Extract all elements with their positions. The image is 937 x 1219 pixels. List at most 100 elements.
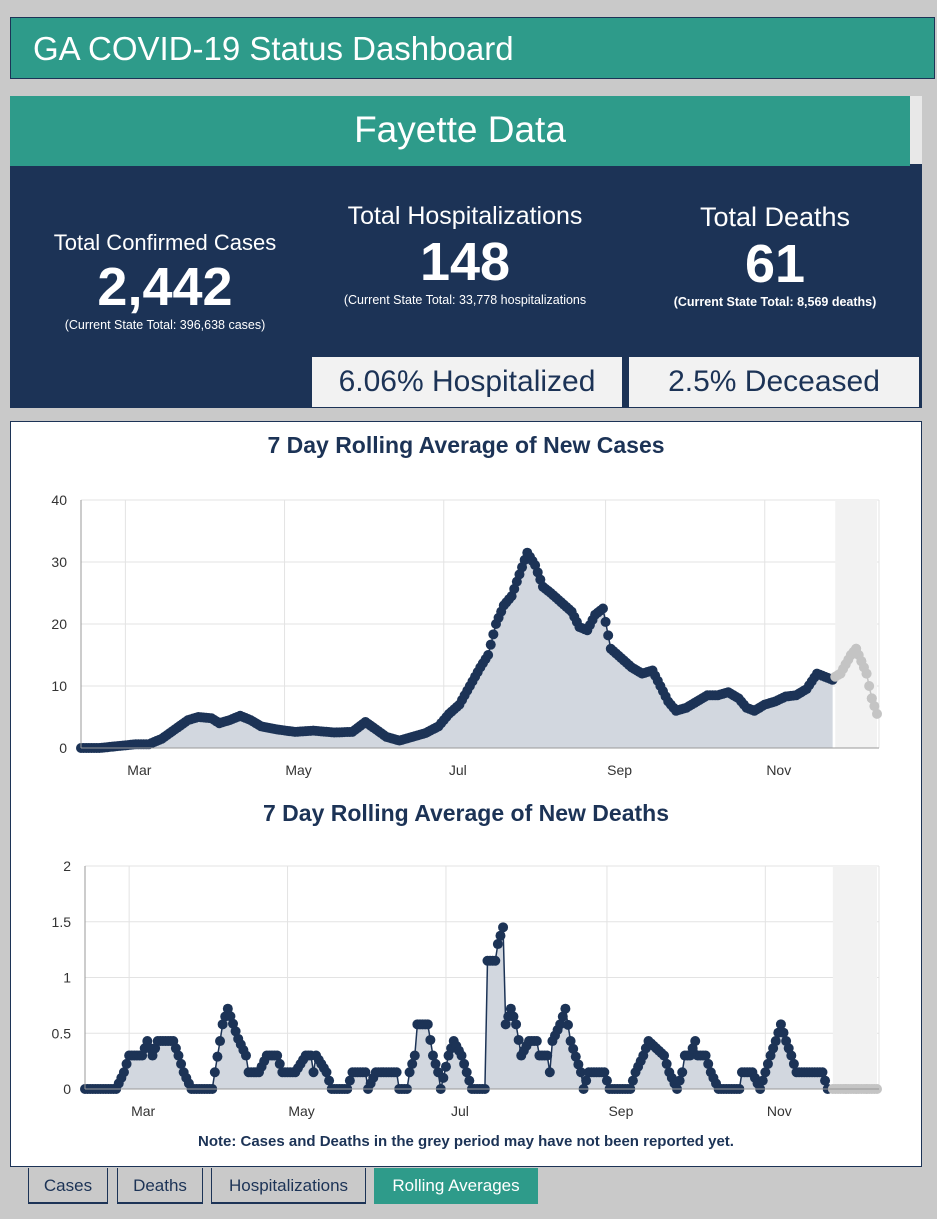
x-tick-label: Jul	[449, 762, 467, 778]
x-tick-label: Sep	[607, 762, 632, 778]
data-point	[308, 1067, 319, 1078]
x-tick-label: Nov	[766, 762, 791, 778]
tab-hospitalizations[interactable]: Hospitalizations	[211, 1168, 366, 1204]
data-point	[272, 1050, 283, 1061]
data-point	[788, 1058, 799, 1069]
y-tick-label: 0.5	[52, 1025, 72, 1041]
y-tick-label: 10	[51, 678, 67, 694]
data-point	[817, 1067, 828, 1078]
stat-cases-label: Total Confirmed Cases	[53, 230, 277, 255]
data-point	[575, 1067, 586, 1078]
data-point	[222, 1003, 233, 1014]
data-point	[409, 1050, 420, 1061]
data-point	[770, 1036, 781, 1047]
data-point	[557, 1011, 568, 1022]
grey-period-band	[832, 866, 877, 1089]
data-point	[659, 1050, 670, 1061]
tab-deaths-label: Deaths	[133, 1176, 187, 1195]
data-point	[677, 1067, 688, 1078]
data-point	[757, 1075, 768, 1086]
data-point	[407, 1058, 418, 1069]
deaths-chart: 0 0.5 1 1.5 2 Mar May Jul Sep Nov	[52, 858, 882, 1119]
stat-cases: Total Confirmed Cases 2,442 (Current Sta…	[10, 230, 320, 332]
data-point	[560, 1003, 571, 1014]
data-point	[498, 922, 509, 933]
data-point	[544, 1067, 555, 1078]
tab-hospitalizations-label: Hospitalizations	[228, 1176, 349, 1195]
data-point	[820, 1075, 831, 1086]
tab-rolling-averages[interactable]: Rolling Averages	[374, 1168, 538, 1204]
data-point	[430, 1058, 441, 1069]
data-point	[762, 1058, 773, 1069]
data-point	[464, 1075, 475, 1086]
stat-hosp-value: 148	[419, 232, 511, 292]
y-tick-label: 1.5	[52, 914, 72, 930]
y-tick-label: 20	[51, 616, 67, 632]
y-tick-label: 0	[59, 740, 67, 756]
data-point	[505, 1003, 516, 1014]
y-tick-label: 1	[63, 970, 71, 986]
data-point	[674, 1075, 685, 1086]
data-point	[425, 1034, 436, 1045]
data-point	[483, 650, 494, 660]
data-point	[760, 1067, 771, 1078]
data-point	[209, 1067, 220, 1078]
data-point	[225, 1011, 236, 1022]
data-point	[508, 1011, 519, 1022]
series-area	[85, 927, 828, 1089]
dashboard-header: GA COVID-19 Status Dashboard	[10, 17, 935, 79]
grey-data-point	[869, 701, 880, 712]
data-point	[703, 1058, 714, 1069]
data-point	[562, 1019, 573, 1030]
data-point	[321, 1067, 332, 1078]
data-point	[700, 1050, 711, 1061]
data-point	[492, 939, 503, 950]
stat-hosp-label: Total Hospitalizations	[347, 202, 583, 230]
data-point	[427, 1050, 438, 1061]
x-tick-label: Nov	[767, 1103, 792, 1119]
x-tick-label: Mar	[127, 762, 151, 778]
data-point	[228, 1018, 239, 1029]
data-point	[495, 930, 506, 941]
y-tick-label: 40	[51, 492, 67, 508]
cases-chart: 0 10 20 30 40 Mar May Jul Sep Nov	[51, 492, 882, 778]
charts-panel: 7 Day Rolling Average of New Cases 0 10 20…	[10, 421, 922, 1167]
x-tick-label: Mar	[131, 1103, 155, 1119]
y-tick-label: 0	[63, 1081, 71, 1097]
data-point	[597, 603, 608, 614]
data-point	[542, 1050, 553, 1061]
stat-cases-value: 2,442	[97, 257, 233, 317]
tab-rolling-averages-label: Rolling Averages	[392, 1176, 520, 1195]
x-tick-label: May	[288, 1103, 314, 1119]
stat-deaths-label: Total Deaths	[699, 202, 851, 232]
grey-data-point	[866, 693, 877, 704]
stat-deaths: Total Deaths 61 (Current State Total: 8,…	[620, 202, 930, 309]
scrollbar-thumb[interactable]	[910, 96, 922, 164]
pct-deceased-box: 2.5% Deceased	[629, 357, 919, 407]
deaths-chart-title: 7 Day Rolling Average of New Deaths	[262, 800, 669, 826]
grey-data-point	[864, 681, 875, 691]
data-point	[511, 1019, 522, 1030]
data-point	[456, 1050, 467, 1061]
data-point	[513, 1034, 524, 1045]
data-point	[230, 1026, 241, 1037]
data-point	[570, 1051, 581, 1062]
data-point	[404, 1067, 415, 1078]
x-tick-label: May	[285, 762, 311, 778]
series-area	[81, 552, 833, 748]
y-tick-label: 2	[63, 858, 71, 874]
data-point	[215, 1036, 226, 1047]
tab-deaths[interactable]: Deaths	[117, 1168, 203, 1204]
data-point	[176, 1058, 187, 1069]
data-point	[212, 1051, 223, 1062]
tab-cases[interactable]: Cases	[28, 1168, 108, 1204]
county-header: Fayette Data	[10, 96, 910, 166]
tab-cases-label: Cases	[43, 1176, 93, 1195]
data-point	[488, 629, 499, 640]
data-point	[490, 955, 501, 966]
data-point	[555, 1019, 566, 1030]
stat-cases-sub: (Current State Total: 396,638 cases)	[64, 318, 266, 332]
grey-data-point	[861, 668, 872, 679]
data-point	[240, 1050, 251, 1061]
data-point	[581, 1075, 592, 1086]
